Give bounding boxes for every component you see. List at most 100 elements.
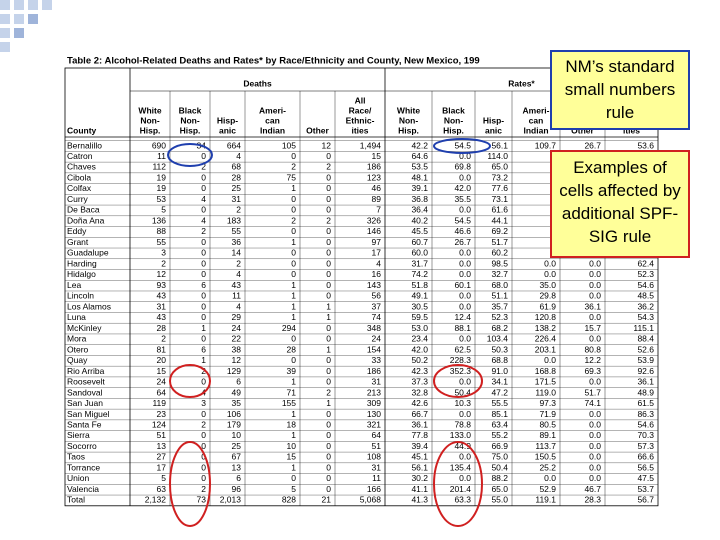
cell-value: 55.0: [491, 495, 508, 505]
cell-value: 0: [201, 334, 206, 344]
cell-value: 51.8: [411, 280, 428, 290]
cell-value: 0.0: [544, 258, 556, 268]
cell-value: 186: [367, 162, 381, 172]
cell-value: 0: [326, 355, 331, 365]
cell-value: 4: [201, 215, 206, 225]
county-name: Eddy: [67, 226, 87, 236]
cell-value: 0: [326, 226, 331, 236]
county-name: Otero: [67, 344, 89, 354]
cell-value: 1: [291, 409, 296, 419]
cell-value: 124: [152, 419, 166, 429]
column-header: can: [529, 115, 544, 125]
cell-value: 3: [161, 248, 166, 258]
cell-value: 42.2: [411, 140, 428, 150]
cell-value: 1: [291, 301, 296, 311]
cell-value: 51: [372, 441, 382, 451]
cell-value: 71: [287, 387, 297, 397]
cell-value: 49: [232, 387, 242, 397]
cell-value: 0: [291, 355, 296, 365]
cell-value: 28: [157, 323, 167, 333]
cell-value: 0.0: [459, 377, 471, 387]
column-header: Hisp-: [217, 115, 238, 125]
county-name: Lea: [67, 280, 81, 290]
cell-value: 203.1: [535, 344, 557, 354]
county-name: Taos: [67, 452, 85, 462]
cell-value: 1: [201, 323, 206, 333]
cell-value: 12: [322, 140, 332, 150]
cell-value: 62.4: [637, 258, 654, 268]
cell-value: 0.0: [589, 291, 601, 301]
cell-value: 1: [201, 355, 206, 365]
cell-value: 36: [232, 237, 242, 247]
cell-value: 60.0: [411, 248, 428, 258]
cell-value: 56: [372, 291, 382, 301]
cell-value: 54.3: [637, 312, 654, 322]
callout-small-numbers: NM’s standard small numbers rule: [550, 50, 690, 130]
column-header: can: [265, 115, 280, 125]
column-header: Black: [442, 105, 465, 115]
cell-value: 62.5: [454, 344, 471, 354]
cell-value: 31.7: [411, 258, 428, 268]
cell-value: 16: [372, 269, 382, 279]
cell-value: 74: [372, 312, 382, 322]
county-name: Union: [67, 473, 89, 483]
cell-value: 22: [232, 334, 242, 344]
cell-value: 47.5: [637, 473, 654, 483]
cell-value: 30.2: [411, 473, 428, 483]
cell-value: 91.0: [491, 366, 508, 376]
cell-value: 56.1: [491, 140, 508, 150]
cell-value: 2,013: [220, 495, 242, 505]
cell-value: 66.6: [637, 452, 654, 462]
cell-value: 24: [372, 334, 382, 344]
cell-value: 30.5: [411, 301, 428, 311]
cell-value: 85.1: [491, 409, 508, 419]
cell-value: 63: [157, 484, 167, 494]
cell-value: 57.3: [637, 441, 654, 451]
cell-value: 26.7: [584, 140, 601, 150]
cell-value: 89: [372, 194, 382, 204]
cell-value: 0.0: [589, 462, 601, 472]
cell-value: 4: [236, 301, 241, 311]
column-header: Indian: [260, 125, 285, 135]
cell-value: 64.6: [411, 151, 428, 161]
county-name: Curry: [67, 194, 89, 204]
cell-value: 15: [287, 452, 297, 462]
cell-value: 0.0: [589, 258, 601, 268]
cell-value: 28: [287, 344, 297, 354]
cell-value: 0.0: [589, 473, 601, 483]
cell-value: 52.6: [637, 344, 654, 354]
cell-value: 46.6: [454, 226, 471, 236]
cell-value: 0: [326, 462, 331, 472]
cell-value: 0: [291, 194, 296, 204]
cell-value: 0: [201, 205, 206, 215]
cell-value: 0: [201, 462, 206, 472]
cell-value: 0: [201, 291, 206, 301]
cell-value: 10: [287, 441, 297, 451]
cell-value: 0: [326, 334, 331, 344]
cell-value: 53.9: [637, 355, 654, 365]
cell-value: 12: [157, 269, 167, 279]
cell-value: 67: [232, 452, 242, 462]
cell-value: 0: [291, 473, 296, 483]
cell-value: 35.7: [491, 301, 508, 311]
county-name: Grant: [67, 237, 89, 247]
county-name: Harding: [67, 258, 97, 268]
cell-value: 105: [282, 140, 296, 150]
cell-value: 63.3: [454, 495, 471, 505]
cell-value: 1: [291, 183, 296, 193]
cell-value: 0: [326, 323, 331, 333]
cell-value: 0: [201, 237, 206, 247]
cell-value: 45.5: [411, 226, 428, 236]
cell-value: 0: [201, 441, 206, 451]
county-name: San Juan: [67, 398, 103, 408]
cell-value: 294: [282, 323, 296, 333]
cell-value: 4: [236, 269, 241, 279]
cell-value: 0.0: [589, 334, 601, 344]
cell-value: 43: [157, 291, 167, 301]
column-header: Race/: [349, 105, 372, 115]
cell-value: 88.1: [454, 323, 471, 333]
cell-value: 65.0: [491, 162, 508, 172]
cell-value: 52.3: [637, 269, 654, 279]
cell-value: 69.2: [491, 226, 508, 236]
cell-value: 0: [201, 452, 206, 462]
